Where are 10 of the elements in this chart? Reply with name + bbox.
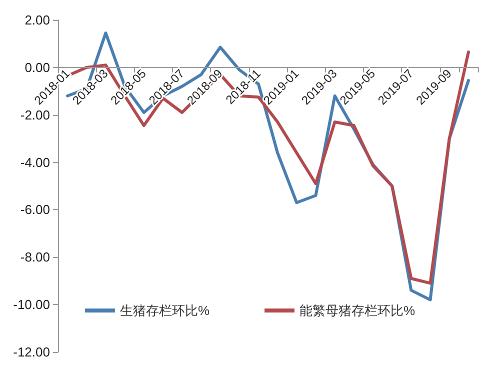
y-tick-label: -6.00 — [20, 202, 50, 218]
y-tick-label: -12.00 — [13, 344, 50, 360]
legend-label: 生猪存栏环比% — [120, 303, 210, 318]
legend-label: 能繁母猪存栏环比% — [300, 303, 416, 318]
y-tick-label: 2.00 — [24, 12, 50, 28]
y-tick-label: -2.00 — [20, 107, 50, 122]
y-tick-label: -4.00 — [20, 154, 50, 170]
y-tick-label: 0.00 — [24, 60, 50, 75]
y-tick-label: -8.00 — [20, 250, 50, 265]
y-tick-label: -10.00 — [13, 297, 50, 312]
